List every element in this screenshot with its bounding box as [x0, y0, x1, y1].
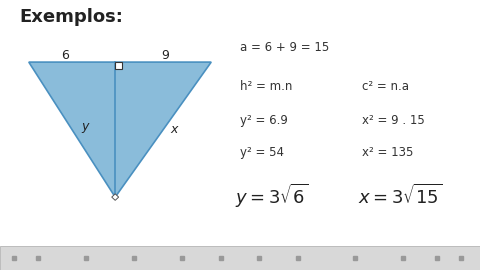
Polygon shape: [29, 62, 211, 197]
Text: 9: 9: [162, 49, 169, 62]
Text: y² = 54: y² = 54: [240, 146, 284, 159]
Text: c² = n.a: c² = n.a: [362, 80, 409, 93]
Text: y: y: [82, 120, 89, 133]
Text: x² = 135: x² = 135: [362, 146, 414, 159]
Bar: [115, 62, 122, 69]
Text: a = 6 + 9 = 15: a = 6 + 9 = 15: [240, 41, 329, 54]
Text: y² = 6.9: y² = 6.9: [240, 114, 288, 127]
Text: Exemplos:: Exemplos:: [19, 8, 123, 26]
Text: h² = m.n: h² = m.n: [240, 80, 292, 93]
Text: x² = 9 . 15: x² = 9 . 15: [362, 114, 425, 127]
Text: 6: 6: [61, 49, 69, 62]
Bar: [0, 246, 480, 270]
Text: x: x: [170, 123, 178, 136]
Text: $y = 3\sqrt{6}$: $y = 3\sqrt{6}$: [235, 182, 308, 210]
Text: $x = 3\sqrt{15}$: $x = 3\sqrt{15}$: [358, 184, 442, 208]
Polygon shape: [112, 194, 119, 200]
